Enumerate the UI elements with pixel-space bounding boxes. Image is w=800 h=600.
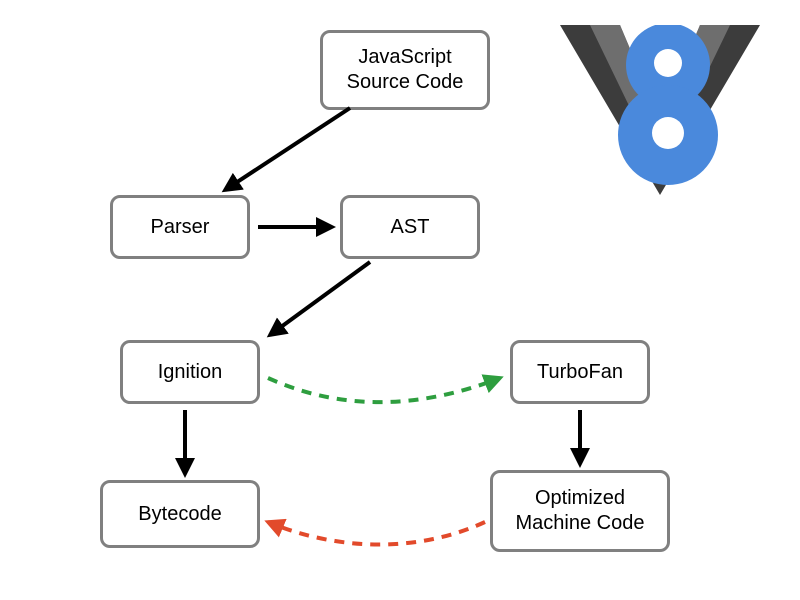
node-parser: Parser bbox=[110, 195, 250, 259]
edge-ast-ignition bbox=[270, 262, 370, 335]
node-source: JavaScriptSource Code bbox=[320, 30, 490, 110]
node-turbofan: TurboFan bbox=[510, 340, 650, 404]
node-turbofan-label: TurboFan bbox=[537, 360, 623, 385]
node-bytecode: Bytecode bbox=[100, 480, 260, 548]
v8-logo-icon bbox=[560, 25, 760, 195]
node-optimized-label: OptimizedMachine Code bbox=[516, 486, 645, 536]
edge-optimized-bytecode bbox=[268, 522, 485, 545]
node-parser-label: Parser bbox=[151, 215, 210, 240]
node-ast-label: AST bbox=[391, 215, 430, 240]
node-optimized: OptimizedMachine Code bbox=[490, 470, 670, 552]
edge-ignition-turbofan bbox=[268, 378, 500, 402]
node-ast: AST bbox=[340, 195, 480, 259]
node-ignition-label: Ignition bbox=[158, 360, 223, 385]
node-source-label: JavaScriptSource Code bbox=[347, 45, 464, 95]
node-bytecode-label: Bytecode bbox=[138, 502, 221, 527]
node-ignition: Ignition bbox=[120, 340, 260, 404]
edge-source-parser bbox=[225, 108, 350, 190]
